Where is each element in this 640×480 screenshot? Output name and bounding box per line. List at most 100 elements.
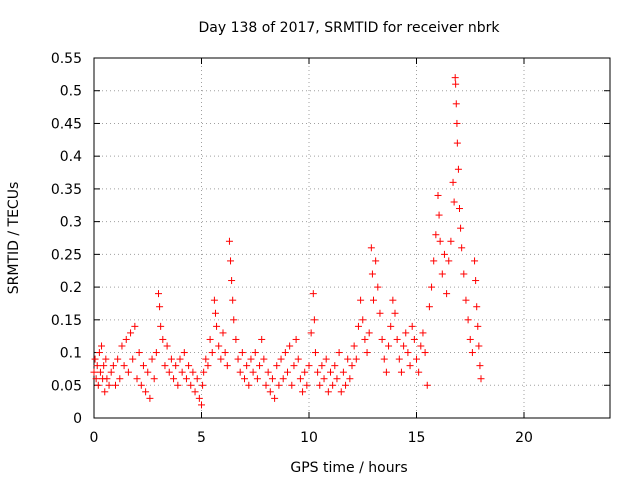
data-point [150,375,158,383]
data-point [391,309,399,317]
data-point [393,335,401,343]
data-point [451,74,459,82]
data-point [174,381,182,389]
data-point [167,355,175,363]
data-points [90,74,485,409]
data-point [378,335,386,343]
data-point [236,368,244,376]
data-point [219,329,227,337]
data-point [423,381,431,389]
data-point [241,375,248,383]
data-point [91,355,99,363]
data-point [284,368,291,376]
data-point [474,322,482,330]
data-point [292,335,300,343]
data-point [477,375,485,383]
data-point [462,296,470,304]
data-point [445,257,453,265]
data-point [112,381,119,389]
data-point [279,375,287,383]
data-point [363,349,371,357]
data-point [464,316,472,324]
data-point [238,349,246,357]
data-point [299,388,307,396]
data-point [156,303,164,311]
axis-ticks: 0 0.05 0.1 0.15 0.2 0.25 0.3 0.35 0.4 0.45 0.5 0.55… [51,51,610,446]
data-point [120,362,128,370]
data-point [100,362,108,370]
data-point [309,290,317,298]
data-point [185,362,193,370]
data-point [275,381,283,389]
data-point [124,368,132,376]
data-point [327,368,334,376]
data-point [251,349,259,357]
data-point [421,349,429,357]
data-point [374,283,382,291]
data-point [101,388,109,396]
data-point [258,335,266,343]
data-point [247,355,255,363]
data-point [105,381,113,389]
data-point [339,368,347,376]
data-point [460,270,468,278]
data-point [198,401,205,409]
data-point [109,362,117,370]
data-point [387,322,395,330]
data-point [476,362,484,370]
data-point [452,100,460,108]
data-point [234,355,242,363]
y-tick-label: 0.2 [60,280,82,296]
data-point [337,388,345,396]
y-tick-label: 0.5 [60,84,82,100]
data-point [359,316,367,324]
data-point [472,277,480,285]
x-axis-label: GPS time / hours [290,460,407,476]
data-point [346,375,354,383]
data-point [262,381,270,389]
data-point [142,388,150,396]
data-point [159,335,167,343]
data-point [94,381,102,389]
data-point [473,303,481,311]
x-tick-label: 20 [515,430,533,446]
data-point [344,355,352,363]
data-point [324,388,332,396]
data-point [92,375,100,383]
data-point [163,342,171,350]
data-point [456,205,463,213]
data-point [320,375,328,383]
data-point [372,257,380,265]
data-point [170,375,178,383]
data-point [370,296,377,304]
data-point [290,362,298,370]
data-point [245,381,253,389]
data-point [318,362,326,370]
data-point [172,362,180,370]
data-point [402,329,410,337]
data-point [199,381,207,389]
data-point [229,296,237,304]
y-axis-label: SRMTID / TECUs [6,182,22,295]
data-point [435,211,443,219]
data-point [182,375,190,383]
data-point [311,349,319,357]
data-point [361,335,369,343]
data-point [331,362,339,370]
data-point [438,270,446,278]
data-point [95,349,103,357]
data-point [376,309,384,317]
data-point [165,368,173,376]
data-point [116,375,124,383]
data-point [380,355,388,363]
data-point [223,362,231,370]
data-point [432,231,440,239]
y-tick-label: 0.4 [60,149,82,165]
data-point [211,309,219,317]
data-point [415,368,423,376]
y-tick-label: 0.05 [51,378,82,394]
data-point [103,375,111,383]
data-point [178,368,186,376]
data-point [365,329,373,337]
